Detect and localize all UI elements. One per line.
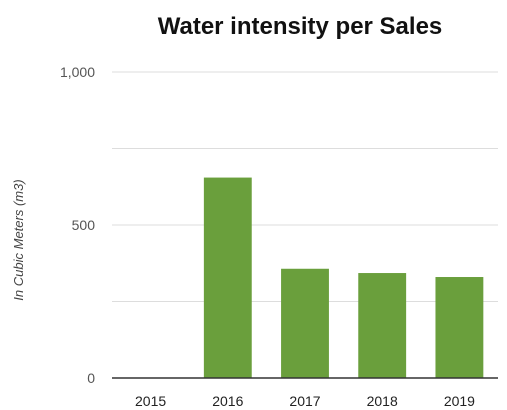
x-tick-label-2018: 2018 — [367, 393, 398, 409]
x-tick-label-2017: 2017 — [289, 393, 320, 409]
y-axis-label: In Cubic Meters (m3) — [11, 179, 26, 300]
bar-2019 — [435, 277, 484, 378]
x-tick-label-2019: 2019 — [444, 393, 475, 409]
bar-2017 — [281, 268, 329, 378]
chart-title: Water intensity per Sales — [158, 13, 443, 40]
y-tick-labels: 0 500 1,000 — [60, 64, 95, 386]
grid-lines — [112, 71, 498, 302]
x-tick-labels: 2015 2016 2017 2018 2019 — [135, 393, 475, 409]
bars — [203, 177, 484, 378]
bar-2018 — [358, 273, 407, 378]
y-tick-label: 1,000 — [60, 64, 95, 80]
y-tick-label: 0 — [87, 370, 95, 386]
bar-2016 — [203, 177, 252, 378]
x-tick-label-2016: 2016 — [212, 393, 243, 409]
x-tick-label-2015: 2015 — [135, 393, 166, 409]
y-tick-label: 500 — [72, 217, 96, 233]
